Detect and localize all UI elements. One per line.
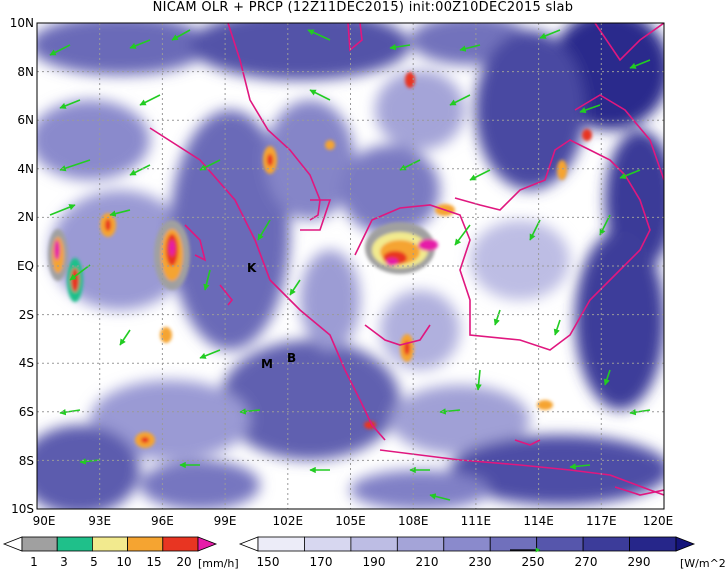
precip-tick: 15 bbox=[146, 555, 161, 569]
olr-swatch bbox=[536, 536, 584, 552]
lat-label: 8N bbox=[17, 65, 34, 79]
precip-tick: 10 bbox=[116, 555, 131, 569]
olr-tick: 170 bbox=[310, 555, 333, 569]
precip-unit: [mm/h] bbox=[198, 557, 239, 570]
lat-label: 4N bbox=[17, 162, 34, 176]
olr-tick: 190 bbox=[363, 555, 386, 569]
lon-label: 93E bbox=[88, 514, 111, 528]
olr-tick: 270 bbox=[575, 555, 598, 569]
coastline bbox=[149, 23, 664, 496]
olr-swatch bbox=[489, 536, 538, 552]
lon-label: 102E bbox=[273, 514, 304, 528]
olr-swatch bbox=[396, 536, 445, 552]
precip-swatch bbox=[92, 536, 129, 552]
olr-swatch bbox=[238, 536, 259, 552]
precip-tick: 1 bbox=[30, 555, 38, 569]
olr-unit: [W/m^2] bbox=[680, 557, 726, 570]
map-label-b: B bbox=[287, 351, 296, 365]
olr-tick: 210 bbox=[416, 555, 439, 569]
precip-cells bbox=[48, 72, 592, 448]
precip-tick: 5 bbox=[90, 555, 98, 569]
olr-tick: 230 bbox=[469, 555, 492, 569]
olr-colorbar bbox=[238, 536, 696, 552]
lon-label: 96E bbox=[151, 514, 174, 528]
precip-swatch bbox=[127, 536, 164, 552]
olr-swatch bbox=[629, 536, 677, 552]
olr-tick: 290 bbox=[628, 555, 651, 569]
lat-label: 8S bbox=[19, 454, 34, 468]
olr-tick: 150 bbox=[257, 555, 280, 569]
olr-swatch bbox=[350, 536, 398, 552]
lon-label: 105E bbox=[335, 514, 366, 528]
lon-label: 114E bbox=[523, 514, 554, 528]
lat-label: 6S bbox=[19, 405, 34, 419]
lon-label: 108E bbox=[398, 514, 429, 528]
lat-label: 10N bbox=[10, 16, 34, 30]
lat-label: 2N bbox=[17, 210, 34, 224]
lon-label: 99E bbox=[214, 514, 237, 528]
precip-swatch bbox=[56, 536, 93, 552]
precip-tick: 20 bbox=[176, 555, 191, 569]
precip-colorbar bbox=[2, 536, 218, 552]
lon-label: 90E bbox=[33, 514, 56, 528]
precip-swatch bbox=[162, 536, 199, 552]
olr-swatch bbox=[443, 536, 491, 552]
graticule bbox=[37, 23, 664, 509]
olr-field bbox=[37, 23, 664, 509]
lat-label: 2S bbox=[19, 308, 34, 322]
lon-label: 120E bbox=[643, 514, 674, 528]
precip-swatch bbox=[21, 536, 58, 552]
map-title: NICAM OLR + PRCP (12Z11DEC2015) init:00Z… bbox=[152, 0, 574, 15]
olr-swatch bbox=[582, 536, 630, 552]
precip-tick: 3 bbox=[60, 555, 68, 569]
lon-label: 111E bbox=[461, 514, 492, 528]
map-label-m: M bbox=[261, 357, 273, 371]
map-label-k: K bbox=[247, 261, 257, 275]
lat-label: 6N bbox=[17, 113, 34, 127]
lat-label: 10S bbox=[11, 502, 34, 516]
precip-swatch bbox=[197, 536, 218, 552]
lon-label: 117E bbox=[586, 514, 617, 528]
olr-tick: 250 bbox=[522, 555, 545, 569]
lat-label: EQ bbox=[17, 259, 34, 273]
olr-swatch bbox=[304, 536, 352, 552]
precip-swatch bbox=[2, 536, 23, 552]
olr-swatch bbox=[257, 536, 305, 552]
olr-swatch bbox=[675, 536, 696, 552]
lat-label: 4S bbox=[19, 356, 34, 370]
